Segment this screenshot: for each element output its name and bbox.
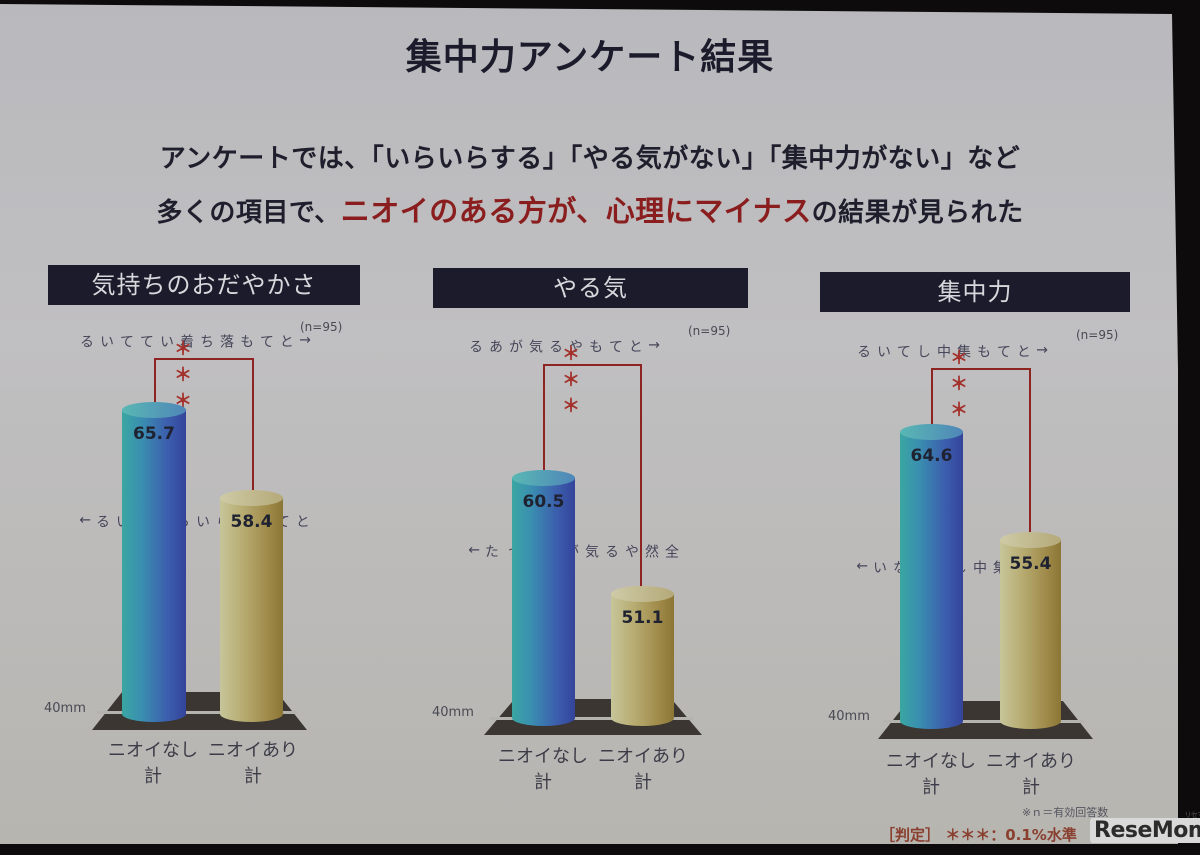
category-line: 計 — [922, 777, 940, 798]
category-line: 計 — [1022, 777, 1040, 798]
category-line: 計 — [244, 766, 262, 787]
sample-size: (n=95) — [1076, 328, 1119, 342]
category-label-no-odor: ニオイなし計 — [488, 744, 598, 796]
category-line: 計 — [534, 772, 552, 793]
baseline-label: 40mm — [828, 709, 870, 724]
axis-bottom-label: 全然やる気がなかった↓ — [465, 544, 679, 559]
lead-line-1: アンケートでは、「いらいらする」「やる気がない」「集中力がない」など — [159, 144, 1021, 174]
lead-line-2-prefix: 多くの項目で、 — [156, 198, 341, 228]
platform-line — [884, 720, 1084, 723]
platform-line — [490, 717, 693, 720]
category-line: ニオイなし — [886, 751, 976, 772]
bar-value: 65.7 — [133, 424, 175, 444]
bar-with-odor: 58.4 — [220, 490, 283, 722]
category-line: ニオイあり — [986, 751, 1076, 772]
axis-top-label: ↑とてもやる気がある — [467, 339, 661, 354]
bar-no-odor: 65.7 — [122, 402, 186, 722]
axis-top-label: ↑とても落ち着いてている — [78, 334, 312, 349]
bar-value: 55.4 — [1009, 554, 1052, 574]
bar-value: 51.1 — [621, 608, 664, 628]
lead-line-2: 多くの項目で、ニオイのある方が、心理にマイナスの結果が見られた — [0, 188, 1180, 230]
sample-size: (n=95) — [300, 320, 343, 334]
baseline-label: 40mm — [432, 705, 474, 720]
lead-line-2-suffix: の結果が見られた — [811, 198, 1024, 228]
category-line: ニオイあり — [208, 740, 298, 761]
chart-title: やる気 — [433, 268, 748, 308]
category-line: ニオイなし — [108, 740, 198, 761]
category-label-no-odor: ニオイなし計 — [98, 738, 208, 790]
lead-highlight: ニオイのある方が、心理にマイナス — [340, 194, 812, 228]
axis-top-label: ↑とても集中している — [855, 344, 1049, 359]
baseline-label: 40mm — [44, 701, 86, 716]
slide-title: 集中力アンケート結果 — [405, 37, 775, 78]
bar-no-odor: 60.5 — [512, 470, 575, 726]
watermark-text: ReseMom — [1094, 818, 1200, 843]
bar-with-odor: 51.1 — [611, 586, 674, 726]
category-label-with-odor: ニオイあり計 — [588, 744, 698, 796]
category-label-with-odor: ニオイあり計 — [198, 738, 308, 790]
category-label-no-odor: ニオイなし計 — [876, 749, 986, 801]
bar-value: 64.6 — [910, 446, 953, 466]
sample-size: (n=95) — [688, 324, 731, 338]
category-line: 計 — [144, 766, 162, 787]
significance-legend: ［判定］ ＊＊＊：0.1%水準 — [880, 826, 1077, 844]
significance-stars: ＊＊＊ — [562, 344, 590, 417]
chart-title: 気持ちのおだやかさ — [48, 265, 360, 305]
bar-value: 58.4 — [230, 512, 273, 532]
category-line: 計 — [634, 772, 652, 793]
watermark-logo: ReseMomリセマム — [1090, 811, 1200, 843]
bar-with-odor: 55.4 — [1000, 532, 1061, 729]
footnote: ※ｎ＝有効回答数 — [1022, 806, 1109, 819]
watermark-subtext: リセマム — [1184, 811, 1200, 819]
category-line: ニオイなし — [498, 746, 588, 767]
chart-title: 集中力 — [820, 272, 1130, 312]
bar-no-odor: 64.6 — [900, 424, 963, 729]
bar-value: 60.5 — [522, 492, 565, 512]
platform-line — [97, 711, 297, 714]
significance-stars: ＊＊＊ — [950, 348, 978, 421]
category-label-with-odor: ニオイあり計 — [976, 749, 1086, 801]
category-line: ニオイあり — [598, 746, 688, 767]
presentation-slide: 集中力アンケート結果 アンケートでは、「いらいらする」「やる気がない」「集中力が… — [0, 4, 1178, 844]
